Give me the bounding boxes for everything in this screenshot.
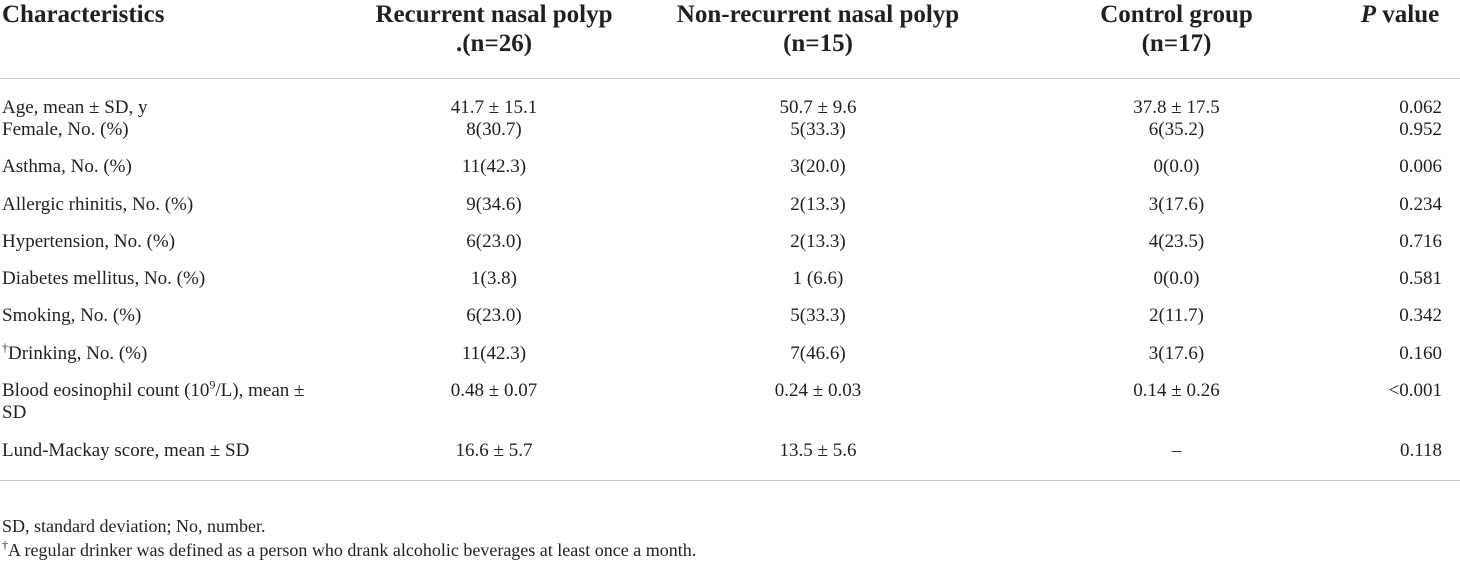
cell-nonrecurrent: 5(33.3) xyxy=(790,305,846,327)
cell-control: 3(17.6) xyxy=(1148,342,1205,364)
header-characteristics-text: Characteristics xyxy=(2,1,165,28)
table-row: Female, No. (%) 8(30.7) 5(33.3) 6(35.2) 0.95… xyxy=(0,119,1460,156)
header-nonrecurrent-line2: (n=15) xyxy=(783,30,853,57)
row-label: Allergic rhinitis, No. (%) xyxy=(0,194,365,231)
cell-p-value: 0.342 xyxy=(1399,305,1442,327)
header-p-italic: P xyxy=(1360,1,1377,28)
cell-recurrent: 1(3.8) xyxy=(471,268,517,290)
header-recurrent-line1: Recurrent nasal polyp xyxy=(375,1,613,28)
cell-p-value: 0.160 xyxy=(1399,342,1442,364)
table-row: †Drinking, No. (%) 11(42.3) 7(46.6) 3(17.6)… xyxy=(0,340,1460,380)
table-row: Asthma, No. (%) 11(42.3) 3(20.0) 0(0.0) 0.00… xyxy=(0,156,1460,193)
cell-control: 4(23.5) xyxy=(1148,230,1205,252)
cell-nonrecurrent: 7(46.6) xyxy=(790,342,846,364)
cell-control: 2(11.7) xyxy=(1149,305,1204,327)
footnote-abbreviations: SD, standard deviation; No, number. xyxy=(2,516,266,536)
table-row: Smoking, No. (%) 6(23.0) 5(33.3) 2(11.7) 0.3… xyxy=(0,305,1460,342)
header-row: Characteristics Recurrent nasal polyp .(… xyxy=(0,0,1460,79)
header-nonrecurrent: Non-recurrent nasal polyp (n=15) xyxy=(623,0,1013,79)
cell-recurrent: 6(23.0) xyxy=(466,305,522,327)
cell-p-value: 0.581 xyxy=(1399,268,1442,290)
cell-p-value: <0.001 xyxy=(1388,380,1442,402)
cell-nonrecurrent: 5(33.3) xyxy=(790,119,846,140)
row-label-dagger: † xyxy=(2,340,8,355)
row-label-text: Age, mean ± SD, y xyxy=(2,97,148,118)
header-recurrent-line2: .(n=26) xyxy=(455,30,533,57)
cell-nonrecurrent: 3(20.0) xyxy=(790,156,846,178)
cell-recurrent: 6(23.0) xyxy=(466,230,522,252)
cell-recurrent: 11(42.3) xyxy=(461,342,527,364)
cell-p-value: 0.006 xyxy=(1399,156,1442,178)
row-label-text: Hypertension, No. (%) xyxy=(2,230,176,252)
cell-p-value: 0.062 xyxy=(1399,97,1442,118)
row-label-text: Allergic rhinitis, No. (%) xyxy=(2,193,194,215)
table-row: Diabetes mellitus, No. (%) 1(3.8) 1 (6.6) 0… xyxy=(0,268,1460,305)
cell-recurrent: 16.6 ± 5.7 xyxy=(455,440,533,462)
footnote-drinker: †A regular drinker was defined as a pers… xyxy=(2,538,696,562)
cell-control: – xyxy=(1171,440,1182,462)
header-control: Control group (n=17) xyxy=(1013,0,1340,79)
footnote-drinker-text: A regular drinker was defined as a perso… xyxy=(8,540,697,560)
characteristics-table-container: Characteristics Recurrent nasal polyp .(… xyxy=(0,0,1460,481)
header-characteristics: Characteristics xyxy=(0,0,365,79)
header-control-line1: Control group xyxy=(1100,1,1253,28)
table-row: Age, mean ± SD, y 41.7 ± 15.1 50.7 ± 9.6 37… xyxy=(0,79,1460,120)
row-label-superscript: 9 xyxy=(209,377,216,392)
row-label-text: Female, No. (%) xyxy=(2,119,129,140)
row-label-text: Smoking, No. (%) xyxy=(2,305,142,327)
row-label-text: Drinking, No. (%) xyxy=(8,342,148,364)
footnote-dagger: † xyxy=(2,538,8,552)
cell-recurrent: 9(34.6) xyxy=(466,193,522,215)
row-label-text: Diabetes mellitus, No. (%) xyxy=(2,268,206,290)
cell-control: 6(35.2) xyxy=(1148,119,1205,140)
table-row: Blood eosinophil count (109/L), mean ± SD… xyxy=(0,377,1460,440)
cell-recurrent: 0.48 ± 0.07 xyxy=(450,380,538,402)
row-label: Smoking, No. (%) xyxy=(0,305,365,342)
cell-recurrent: 11(42.3) xyxy=(461,156,527,178)
cell-nonrecurrent: 13.5 ± 5.6 xyxy=(779,440,857,462)
cell-control: 0.14 ± 0.26 xyxy=(1133,380,1220,402)
header-p-value: P value xyxy=(1340,0,1460,79)
row-label-text: Asthma, No. (%) xyxy=(2,156,132,178)
cell-control: 3(17.6) xyxy=(1148,193,1205,215)
cell-control: 37.8 ± 17.5 xyxy=(1133,97,1220,118)
cell-p-value: 0.952 xyxy=(1399,119,1442,140)
row-label: Lund-Mackay score, mean ± SD xyxy=(0,440,365,481)
row-label-text: Lund-Mackay score, mean ± SD xyxy=(2,440,250,462)
cell-control: 0(0.0) xyxy=(1153,156,1200,178)
table-body: Age, mean ± SD, y 41.7 ± 15.1 50.7 ± 9.6 37… xyxy=(0,79,1460,481)
cell-nonrecurrent: 0.24 ± 0.03 xyxy=(774,380,862,402)
row-label: Asthma, No. (%) xyxy=(0,156,365,193)
row-label: †Drinking, No. (%) xyxy=(0,340,365,380)
row-label-text: Blood eosinophil count (10 xyxy=(2,380,210,402)
row-label: Female, No. (%) xyxy=(0,119,365,156)
row-label-line2: SD xyxy=(2,402,27,424)
table-row: Lund-Mackay score, mean ± SD 16.6 ± 5.7 13… xyxy=(0,440,1460,481)
row-label-text-cont: /L), mean ± xyxy=(215,380,305,402)
row-label: Hypertension, No. (%) xyxy=(0,231,365,268)
table-row: Hypertension, No. (%) 6(23.0) 2(13.3) 4(23.… xyxy=(0,231,1460,268)
cell-control: 0(0.0) xyxy=(1153,268,1200,290)
header-p-rest: value xyxy=(1376,1,1440,28)
row-label: Age, mean ± SD, y xyxy=(0,79,365,120)
table-header: Characteristics Recurrent nasal polyp .(… xyxy=(0,0,1460,79)
table-row: Allergic rhinitis, No. (%) 9(34.6) 2(13.3)… xyxy=(0,194,1460,231)
cell-recurrent: 8(30.7) xyxy=(466,119,522,140)
cell-p-value: 0.118 xyxy=(1399,440,1442,462)
row-label: Blood eosinophil count (109/L), mean ± SD xyxy=(0,377,365,440)
table-footnotes: SD, standard deviation; No, number. †A r… xyxy=(2,514,696,562)
header-control-line2: (n=17) xyxy=(1141,30,1212,57)
cell-nonrecurrent: 1 (6.6) xyxy=(792,268,844,290)
cell-p-value: 0.716 xyxy=(1399,230,1442,252)
cell-recurrent: 41.7 ± 15.1 xyxy=(450,97,538,118)
header-recurrent: Recurrent nasal polyp .(n=26) xyxy=(365,0,623,79)
cell-nonrecurrent: 2(13.3) xyxy=(790,230,846,252)
row-label: Diabetes mellitus, No. (%) xyxy=(0,268,365,305)
cell-p-value: 0.234 xyxy=(1399,193,1442,215)
characteristics-table: Characteristics Recurrent nasal polyp .(… xyxy=(0,0,1460,481)
cell-nonrecurrent: 50.7 ± 9.6 xyxy=(779,97,857,118)
header-nonrecurrent-line1: Non-recurrent nasal polyp xyxy=(676,1,960,28)
cell-nonrecurrent: 2(13.3) xyxy=(790,193,846,215)
